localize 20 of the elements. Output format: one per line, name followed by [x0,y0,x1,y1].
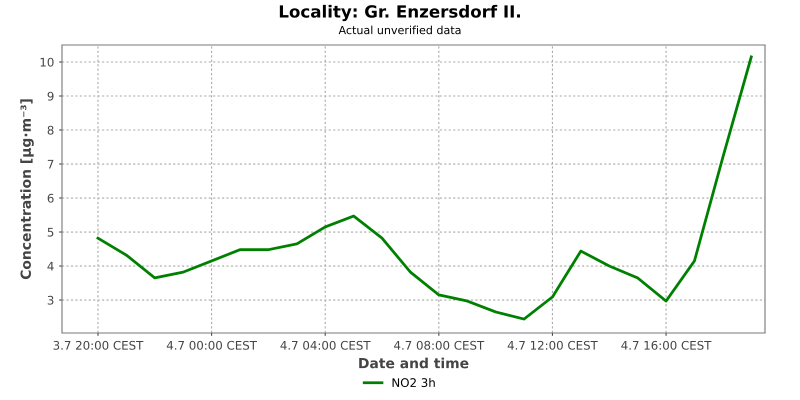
x-tick-label: 4.7 12:00 CEST [508,340,598,350]
chart-subtitle: Actual unverified data [338,26,460,34]
y-tick-label: 8 [48,126,54,135]
x-axis-title: Date and time [359,358,468,368]
chart-title: Locality: Gr. Enzersdorf II. [280,4,520,22]
x-tick-label: 3.7 20:00 CEST [54,340,144,350]
y-tick-label: 5 [48,228,54,237]
y-tick-label: 7 [48,160,54,168]
y-tick-label: 10 [40,58,54,67]
y-axis-title: Concentration [μg·m⁻³] [20,99,34,280]
x-tick-label: 4.7 04:00 CEST [280,340,371,350]
y-tick-label: 6 [48,194,54,203]
x-tick-label: 4.7 00:00 CEST [166,340,257,350]
line-series [96,56,753,320]
y-tick-label: 9 [48,92,54,101]
y-tick-label: 4 [47,262,54,270]
legend-label: NO2 3h [392,378,435,388]
y-tick-label: 3 [48,296,54,305]
x-tick-label: 4.7 16:00 CEST [621,340,712,350]
x-tick-label: 4.7 08:00 CEST [394,340,484,350]
